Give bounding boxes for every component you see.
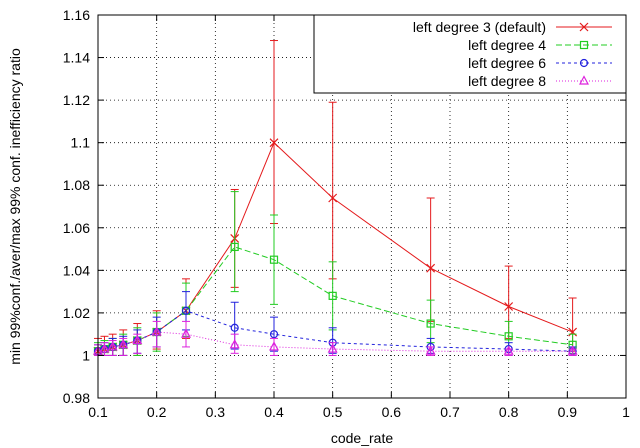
data-point (181, 306, 191, 315)
data-point (426, 319, 435, 328)
y-tick-label: 1 (82, 347, 90, 363)
data-point (99, 343, 110, 353)
legend-label: left degree 4 (468, 37, 546, 53)
data-point (503, 345, 514, 355)
data-point (328, 291, 337, 300)
x-tick-label: 0.3 (206, 404, 226, 420)
y-axis-title: min 99%conf./aver/max 99% conf. ineffici… (7, 48, 23, 365)
data-point (151, 326, 162, 336)
series-line (97, 141, 573, 352)
error-bar (230, 191, 239, 293)
series-4 (93, 320, 578, 356)
x-tick-label: 0.1 (88, 404, 108, 420)
data-point (107, 341, 118, 351)
legend-swatch-marker (579, 40, 589, 50)
data-point (118, 339, 129, 349)
y-tick-label: 0.98 (63, 390, 90, 406)
data-point (568, 327, 578, 337)
x-tick-label: 0.9 (558, 404, 578, 420)
y-tick-label: 1.02 (63, 305, 90, 321)
error-bar (182, 320, 190, 348)
data-point (181, 328, 191, 338)
series-layer (93, 40, 578, 356)
data-point (504, 302, 514, 311)
x-tick-label: 0.7 (440, 404, 460, 420)
data-point (230, 323, 239, 332)
x-axis-ticks: 0.1 0.2 0.3 0.4 0.5 0.6 0.7 0.8 0.9 1 (88, 15, 630, 420)
data-point (230, 242, 239, 252)
y-tick-label: 1.12 (63, 92, 90, 108)
legend-swatch-marker (579, 22, 589, 32)
error-bar (230, 333, 239, 354)
series-3 (93, 291, 577, 356)
data-point (132, 334, 143, 345)
x-tick-label: 0.4 (264, 404, 284, 420)
x-tick-label: 0.5 (323, 404, 343, 420)
y-tick-label: 1.08 (63, 177, 90, 193)
x-tick-label: 0.2 (147, 404, 167, 420)
y-tick-label: 1.06 (63, 220, 90, 236)
data-point (327, 343, 338, 353)
series-2 (93, 191, 577, 356)
error-bar (152, 320, 161, 348)
data-point (567, 345, 578, 355)
data-point (229, 339, 240, 349)
legend-swatch-marker (579, 75, 589, 85)
x-tick-label: 0.8 (499, 404, 519, 420)
error-bar (328, 101, 337, 280)
legend-item: left degree 3 (default) (413, 19, 612, 35)
legend-item: left degree 4 (468, 37, 612, 53)
data-point (426, 263, 436, 273)
y-tick-label: 1.1 (71, 135, 91, 151)
error-bar (270, 40, 278, 225)
legend: left degree 3 (default) left degree 4 left… (313, 14, 627, 94)
legend-swatch-marker (579, 58, 589, 68)
y-tick-label: 1.16 (63, 7, 90, 23)
data-point (269, 255, 279, 264)
x-tick-label: 1 (622, 404, 630, 420)
data-point (504, 332, 513, 341)
x-tick-label: 0.6 (382, 404, 402, 420)
y-tick-label: 1.14 (63, 50, 90, 66)
legend-label: left degree 3 (default) (413, 19, 546, 35)
y-axis-ticks: 0.98 1 1.02 1.04 1.06 1.08 1.1 1.12 1.14 1.16 (63, 7, 626, 406)
data-point (425, 345, 436, 355)
data-point (269, 341, 279, 351)
x-axis-title: code_rate (331, 430, 393, 446)
series-line (97, 310, 573, 352)
y-tick-label: 1.04 (63, 262, 90, 278)
data-point (269, 138, 279, 148)
legend-box (313, 14, 627, 94)
legend-label: left degree 8 (468, 73, 546, 89)
legend-item: left degree 6 (468, 55, 612, 71)
series-line (97, 246, 573, 352)
data-point (269, 330, 279, 339)
series-line (97, 331, 573, 352)
data-point (328, 193, 338, 203)
legend-item: left degree 8 (468, 73, 612, 89)
legend-label: left degree 6 (468, 55, 546, 71)
